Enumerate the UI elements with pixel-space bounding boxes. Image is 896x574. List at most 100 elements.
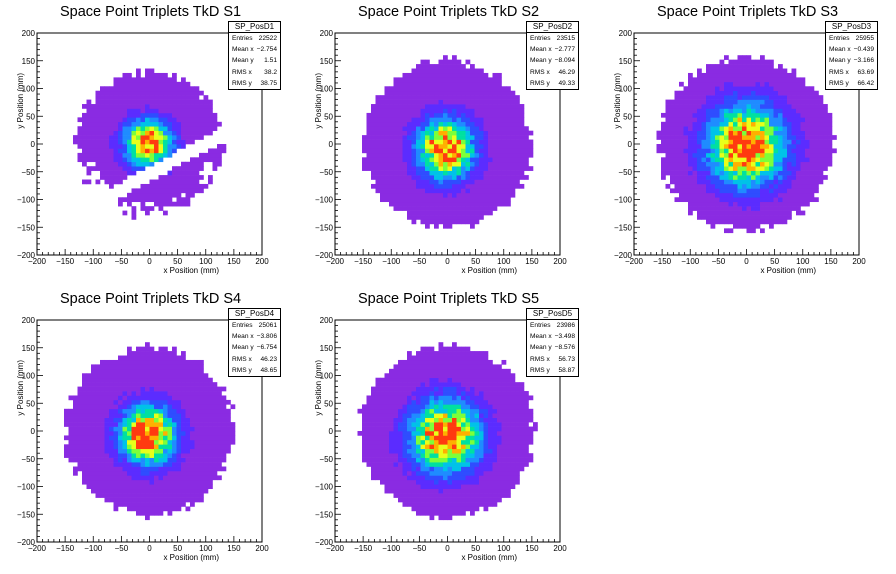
- heatmap-cell: [501, 86, 507, 92]
- heatmap-cell: [167, 422, 173, 427]
- heatmap-cell: [407, 192, 412, 198]
- heatmap-cell: [416, 391, 421, 396]
- heatmap-cell: [755, 135, 761, 140]
- heatmap-cell: [679, 112, 684, 118]
- stats-label: Mean x: [829, 46, 851, 54]
- heatmap-cell: [452, 210, 457, 216]
- heatmap-cell: [715, 104, 720, 109]
- heatmap-cell: [375, 170, 381, 176]
- heatmap-cell: [104, 444, 110, 450]
- heatmap-cell: [199, 439, 204, 445]
- heatmap-cell: [163, 373, 168, 379]
- heatmap-cell: [199, 404, 204, 410]
- heatmap-cell: [145, 72, 150, 78]
- heatmap-cell: [479, 206, 484, 211]
- heatmap-cell: [746, 55, 752, 60]
- heatmap-cell: [742, 179, 747, 185]
- heatmap-cell: [109, 359, 114, 365]
- heatmap-cell: [389, 466, 394, 472]
- heatmap-cell: [226, 426, 231, 432]
- heatmap-cell: [501, 197, 507, 203]
- heatmap-cell: [398, 497, 403, 503]
- y-tick-label: −150: [315, 223, 334, 232]
- heatmap-cell: [375, 139, 381, 145]
- heatmap-cell: [787, 157, 792, 163]
- heatmap-cell: [715, 183, 720, 189]
- heatmap-cell: [375, 104, 381, 109]
- heatmap-cell: [778, 161, 783, 167]
- heatmap-cell: [470, 166, 475, 171]
- heatmap-cell: [692, 161, 698, 167]
- heatmap-cell: [366, 426, 372, 432]
- heatmap-cell: [416, 377, 421, 383]
- heatmap-cell: [791, 81, 797, 87]
- heatmap-cell: [371, 148, 376, 154]
- heatmap-cell: [77, 395, 83, 401]
- heatmap-cell: [429, 64, 435, 69]
- heatmap-cell: [755, 59, 761, 65]
- heatmap-cell: [194, 188, 200, 194]
- heatmap-cell: [113, 112, 119, 118]
- heatmap-cell: [692, 81, 698, 87]
- heatmap-cell: [149, 479, 155, 485]
- heatmap-cell: [95, 444, 101, 450]
- heatmap-cell: [194, 121, 200, 127]
- heatmap-cell: [420, 351, 426, 356]
- heatmap-cell: [706, 77, 711, 83]
- heatmap-cell: [393, 197, 399, 203]
- heatmap-cell: [728, 170, 734, 176]
- heatmap-cell: [429, 166, 435, 171]
- heatmap-cell: [823, 112, 828, 118]
- heatmap-cell: [737, 206, 743, 211]
- heatmap-cell: [86, 386, 92, 392]
- heatmap-cell: [755, 86, 761, 92]
- y-tick-label: 0: [628, 140, 633, 149]
- heatmap-cell: [796, 166, 801, 171]
- heatmap-cell: [172, 72, 177, 78]
- heatmap-cell: [479, 179, 484, 185]
- heatmap-cell: [692, 201, 698, 207]
- heatmap-cell: [470, 188, 475, 194]
- heatmap-cell: [800, 117, 806, 123]
- heatmap-cell: [398, 197, 403, 203]
- heatmap-cell: [506, 90, 511, 96]
- heatmap-cell: [701, 183, 707, 189]
- heatmap-cell: [167, 192, 173, 198]
- heatmap-cell: [109, 484, 114, 490]
- heatmap-cell: [497, 170, 502, 176]
- heatmap-cell: [95, 484, 101, 490]
- heatmap-cell: [190, 108, 195, 114]
- heatmap-cell: [384, 462, 390, 467]
- heatmap-cell: [791, 99, 797, 105]
- heatmap-cell: [118, 435, 123, 441]
- heatmap-cell: [742, 197, 747, 203]
- heatmap-cell: [122, 359, 128, 365]
- heatmap-cell: [782, 72, 788, 78]
- heatmap-cell: [407, 475, 412, 481]
- heatmap-cell: [706, 64, 711, 69]
- heatmap-cell: [154, 395, 159, 401]
- heatmap-cell: [393, 413, 399, 418]
- heatmap-cell: [221, 395, 227, 401]
- heatmap-cell: [86, 99, 92, 105]
- heatmap-cell: [181, 488, 186, 494]
- heatmap-cell: [706, 148, 711, 154]
- heatmap-cell: [724, 95, 729, 100]
- heatmap-cell: [420, 364, 426, 370]
- heatmap-cell: [77, 139, 83, 145]
- heatmap-cell: [163, 484, 168, 490]
- heatmap-cell: [697, 90, 702, 96]
- heatmap-cell: [515, 117, 520, 123]
- heatmap-cell: [742, 55, 747, 60]
- heatmap-cell: [163, 117, 168, 123]
- heatmap-cell: [217, 417, 222, 423]
- heatmap-cell: [172, 95, 177, 100]
- heatmap-cell: [755, 64, 761, 69]
- heatmap-cell: [158, 157, 164, 163]
- heatmap-cell: [127, 391, 132, 396]
- heatmap-cell: [100, 439, 105, 445]
- heatmap-cell: [158, 112, 164, 118]
- heatmap-cell: [380, 157, 385, 163]
- heatmap-cell: [465, 68, 471, 74]
- heatmap-cell: [501, 192, 507, 198]
